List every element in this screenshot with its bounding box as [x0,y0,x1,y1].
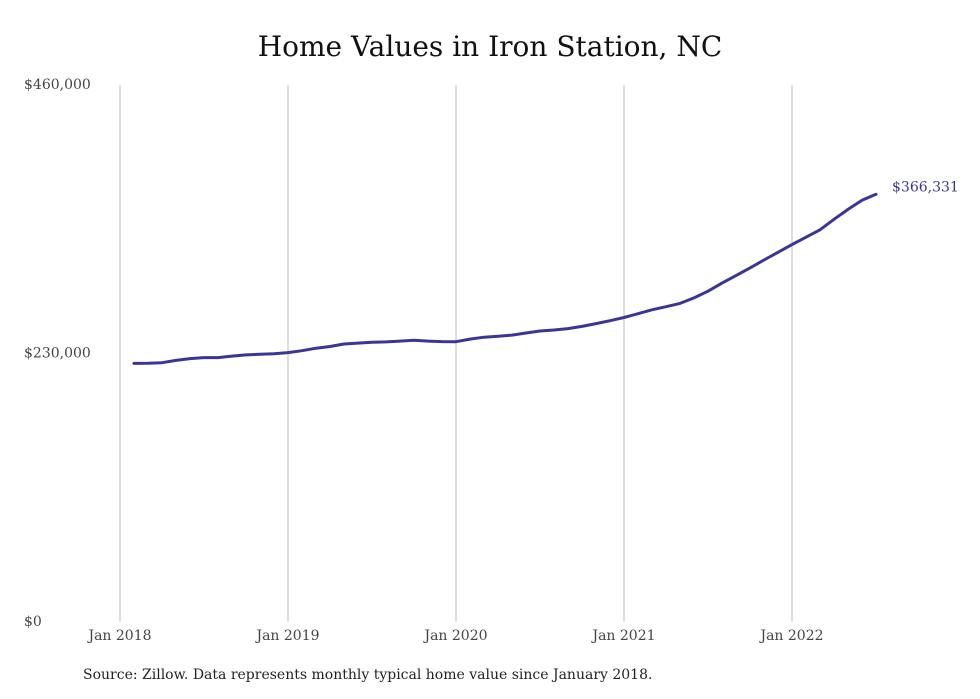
data-point [301,350,303,352]
x-tick-label: Jan 2020 [422,628,487,644]
x-tick-label: Jan 2018 [86,628,151,644]
data-point [791,243,793,245]
data-point [413,339,415,341]
x-axis-ticks: Jan 2018 Jan 2019 Jan 2020 Jan 2021 Jan 2022 [86,628,823,644]
data-point [175,359,177,361]
end-value-label: $366,331 [892,179,959,195]
data-point [399,340,401,342]
y-axis-ticks: $0 $230,000 $460,000 [24,77,91,630]
source-note: Source: Zillow. Data represents monthly … [83,667,653,683]
data-point [343,343,345,345]
data-point [385,341,387,343]
data-point [469,338,471,340]
chart-title: Home Values in Iron Station, NC [257,30,723,63]
grid-lines [119,85,793,622]
data-point [721,282,723,284]
data-point [749,267,751,269]
data-point [679,302,681,304]
data-point [287,351,289,353]
data-point [441,340,443,342]
data-point [539,330,541,332]
data-point [861,199,863,201]
data-point [805,236,807,238]
data-point [259,353,261,355]
data-labels: $366,331 [892,179,959,195]
data-point [427,340,429,342]
data-point [735,274,737,276]
data-point [707,290,709,292]
data-point [497,335,499,337]
data-point [231,355,233,357]
data-point [371,341,373,343]
data-point [763,259,765,261]
data-point [553,329,555,331]
data-point [833,218,835,220]
x-tick-label: Jan 2019 [254,628,319,644]
data-point [567,327,569,329]
data-point [623,316,625,318]
data-point [329,345,331,347]
data-point [665,306,667,308]
data-point [147,362,149,364]
data-point [161,362,163,364]
data-point [483,336,485,338]
data-point [203,356,205,358]
data-point [819,229,821,231]
data-point [847,208,849,210]
y-tick-label: $0 [24,614,42,630]
series-line [132,192,878,365]
data-point [189,357,191,359]
data-point [315,347,317,349]
y-tick-label: $230,000 [24,346,91,362]
data-point [777,251,779,253]
data-point [273,353,275,355]
data-point [245,354,247,356]
data-point [357,342,359,344]
data-point [511,334,513,336]
data-point [609,320,611,322]
series-layer [132,192,878,365]
x-tick-label: Jan 2021 [590,628,655,644]
data-point [595,322,597,324]
x-tick-label: Jan 2022 [758,628,823,644]
y-tick-label: $460,000 [24,77,91,93]
data-point [133,362,135,364]
data-point [651,309,653,311]
data-point [875,193,877,195]
data-point [525,332,527,334]
data-point [581,325,583,327]
data-point [637,313,639,315]
data-point [693,297,695,299]
data-point [217,356,219,358]
data-point [455,341,457,343]
